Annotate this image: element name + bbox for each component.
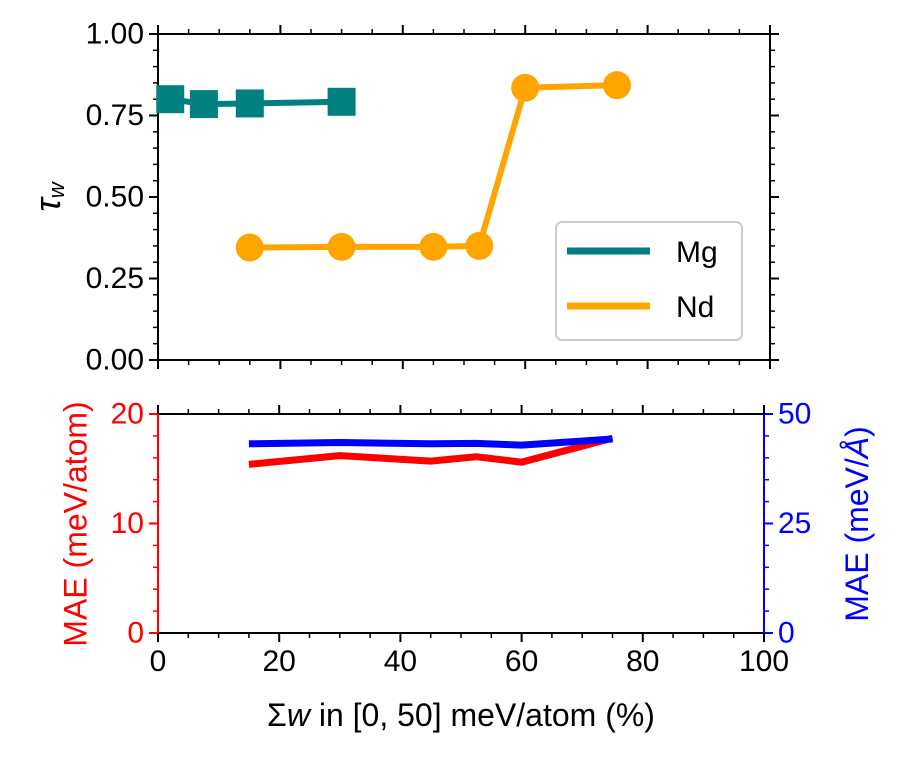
right-y-axis-title-suffix: ): [839, 426, 875, 437]
mae-angstrom-line: [248, 435, 613, 449]
top-y-tick-label: 0.25: [86, 262, 144, 295]
x-axis-title-rest: in [0, 50] meV/atom (%): [310, 697, 655, 733]
top-panel: 0.00 0.25 0.50 0.75 1.00 τw Mg Nd: [27, 18, 779, 377]
data-point-mg: [235, 89, 264, 118]
right-y-axis-title-prefix: MAE (meV/: [839, 458, 875, 622]
data-point-mg: [189, 90, 218, 119]
x-tick-label: 60: [505, 645, 538, 678]
legend-label-mg: Mg: [676, 236, 718, 269]
bottom-series: [248, 434, 614, 468]
top-y-tick-label: 0.50: [86, 181, 144, 214]
x-tick-label: 40: [384, 645, 417, 678]
top-y-tick-labels: 0.00 0.25 0.50 0.75 1.00: [86, 18, 144, 377]
top-series: [156, 71, 631, 262]
right-y-axis-title: MAE (meV/Å): [839, 426, 875, 622]
top-ticks: [149, 25, 779, 369]
bottom-ticks: [149, 405, 773, 642]
legend-label-nd: Nd: [676, 291, 714, 324]
top-y-tick-label: 0.75: [86, 99, 144, 132]
data-point-mg: [327, 87, 356, 116]
left-y-tick-label: 10: [111, 507, 144, 540]
left-y-tick-label: 20: [111, 398, 144, 431]
data-point-nd: [235, 233, 264, 262]
left-y-axis-title: MAE (meV/atom): [57, 401, 93, 646]
x-axis-title-variable: w: [287, 697, 312, 733]
right-y-tick-label: 25: [778, 507, 811, 540]
x-tick-label: 20: [263, 645, 296, 678]
series-line-nd: [249, 82, 618, 251]
right-y-axis-title-unit: Å: [839, 437, 875, 460]
top-y-axis-subscript: w: [44, 180, 69, 198]
data-point-nd: [603, 71, 631, 100]
mae-atom-line: [248, 434, 614, 468]
left-y-tick-label: 0: [127, 617, 144, 650]
data-point-mg: [156, 85, 185, 114]
top-y-axis-symbol: τ: [27, 196, 68, 212]
top-y-axis-title: τw: [27, 180, 69, 211]
x-tick-label: 0: [150, 645, 167, 678]
top-y-tick-label: 1.00: [86, 18, 144, 51]
data-point-nd: [327, 232, 356, 261]
x-tick-label: 80: [626, 645, 659, 678]
series-line-mg: [169, 96, 342, 108]
x-tick-label: 100: [739, 645, 789, 678]
x-axis-title-prefix: Σ: [267, 697, 287, 733]
right-y-tick-label: 50: [778, 398, 811, 431]
right-y-tick-label: 0: [778, 617, 795, 650]
legend: Mg Nd: [555, 221, 743, 341]
data-point-nd: [511, 73, 540, 102]
top-y-tick-label: 0.00: [86, 344, 144, 377]
x-axis-title: Σw in [0, 50] meV/atom (%): [267, 697, 655, 733]
data-point-nd: [419, 232, 448, 261]
data-point-nd: [465, 231, 494, 260]
